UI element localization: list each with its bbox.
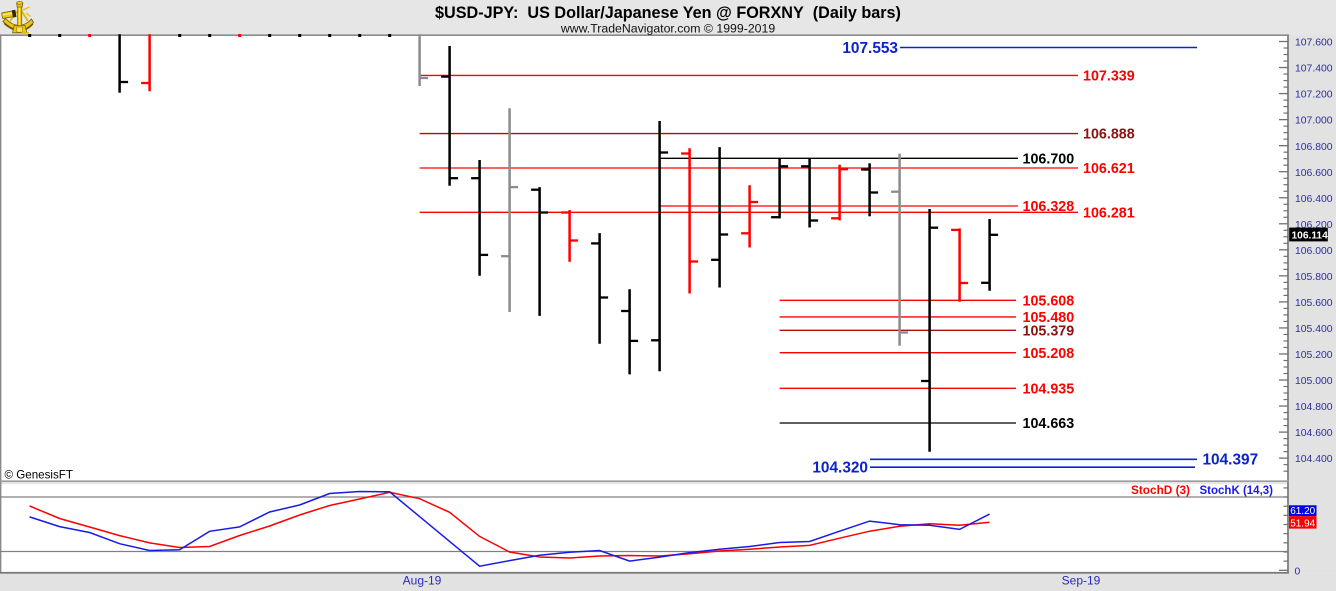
svg-text:0: 0	[1295, 566, 1301, 577]
svg-text:106.800: 106.800	[1295, 142, 1333, 153]
svg-text:105.200: 105.200	[1295, 350, 1333, 361]
svg-text:106.700: 106.700	[1023, 151, 1075, 167]
svg-text:107.000: 107.000	[1295, 116, 1333, 127]
svg-text:104.400: 104.400	[1295, 454, 1333, 465]
svg-text:105.400: 105.400	[1295, 324, 1333, 335]
svg-text:StochK (14,3): StochK (14,3)	[1200, 485, 1274, 497]
svg-text:107.553: 107.553	[842, 40, 898, 57]
svg-text:106.328: 106.328	[1023, 199, 1075, 215]
svg-text:104.800: 104.800	[1295, 402, 1333, 413]
svg-text:106.621: 106.621	[1083, 161, 1135, 177]
svg-text:106.400: 106.400	[1295, 194, 1333, 205]
svg-text:© GenesisFT: © GenesisFT	[5, 469, 73, 482]
svg-text:51.94: 51.94	[1290, 519, 1315, 530]
svg-text:107.400: 107.400	[1295, 64, 1333, 75]
svg-text:105.208: 105.208	[1023, 346, 1075, 362]
svg-text:105.800: 105.800	[1295, 272, 1333, 283]
svg-text:105.000: 105.000	[1295, 376, 1333, 387]
svg-text:StochD (3): StochD (3)	[1131, 483, 1190, 497]
svg-text:104.600: 104.600	[1295, 428, 1333, 439]
svg-text:www.TradeNavigator.com © 1999-: www.TradeNavigator.com © 1999-2019	[560, 22, 776, 36]
svg-text:107.339: 107.339	[1083, 69, 1135, 85]
svg-text:104.935: 104.935	[1023, 381, 1075, 397]
svg-text:106.200: 106.200	[1295, 220, 1333, 231]
svg-text:61.20: 61.20	[1290, 506, 1315, 517]
svg-text:105.379: 105.379	[1023, 323, 1075, 339]
svg-text:104.663: 104.663	[1023, 416, 1075, 432]
svg-text:106.888: 106.888	[1083, 127, 1135, 143]
svg-text:107.600: 107.600	[1295, 38, 1333, 49]
svg-text:106.281: 106.281	[1083, 205, 1135, 221]
svg-text:105.608: 105.608	[1023, 293, 1075, 309]
svg-text:106.114: 106.114	[1292, 231, 1329, 242]
svg-text:104.320: 104.320	[812, 459, 868, 476]
svg-text:106.600: 106.600	[1295, 168, 1333, 179]
svg-text:Sep-19: Sep-19	[1062, 573, 1101, 587]
svg-text:104.397: 104.397	[1203, 452, 1259, 469]
svg-text:$USD-JPY: US Dollar/Japanese: $USD-JPY: US Dollar/Japanese Yen @ FORXN…	[435, 4, 901, 22]
svg-text:106.000: 106.000	[1295, 246, 1333, 257]
svg-text:Aug-19: Aug-19	[403, 573, 442, 587]
svg-text:105.480: 105.480	[1023, 310, 1075, 326]
svg-text:105.600: 105.600	[1295, 298, 1333, 309]
svg-text:107.200: 107.200	[1295, 90, 1333, 101]
